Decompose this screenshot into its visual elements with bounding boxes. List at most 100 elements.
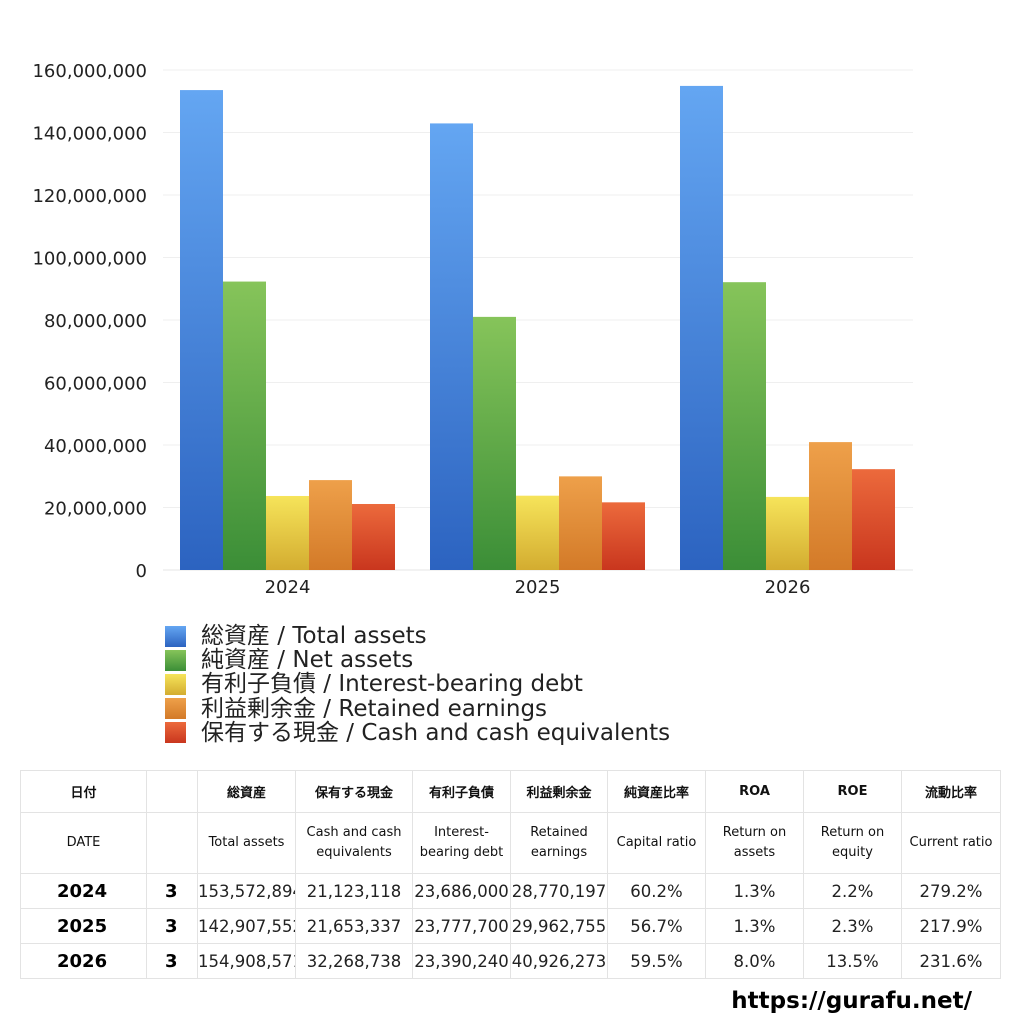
site-url: https://gurafu.net/ xyxy=(731,988,972,1014)
cell-roa: 1.3% xyxy=(705,908,804,944)
header-date-ja: 日付 xyxy=(20,770,147,813)
bar-2024-series-1 xyxy=(223,281,266,570)
header-cash-en: Cash and cash equivalents xyxy=(295,812,413,874)
cell-date: 2024 xyxy=(20,873,147,909)
legend-label: 保有する現金 / Cash and cash equivalents xyxy=(201,719,671,746)
y-tick-label: 40,000,000 xyxy=(44,436,147,457)
y-tick-label: 120,000,000 xyxy=(32,186,147,207)
header-total-assets-en: Total assets xyxy=(197,812,296,874)
bar-2026-series-0 xyxy=(680,85,723,571)
bar-2024-series-4 xyxy=(352,503,395,570)
legend-swatch xyxy=(165,625,186,647)
bar-2024-series-0 xyxy=(180,90,223,570)
legend-label: 有利子負債 / Interest-bearing debt xyxy=(201,671,583,698)
table-row: 2026 3 154,908,571 32,268,738 23,390,240… xyxy=(20,943,1001,979)
cell-month: 3 xyxy=(146,873,198,909)
bar-2026-series-3 xyxy=(809,442,852,570)
bar-2025-series-1 xyxy=(473,316,516,570)
x-axis: 2024 2025 2026 xyxy=(265,577,811,598)
cell-current-ratio: 231.6% xyxy=(901,943,1001,979)
header-roe-ja: ROE xyxy=(803,770,902,813)
header-current-ratio-en: Current ratio xyxy=(901,812,1001,874)
x-tick-label: 2025 xyxy=(515,577,561,598)
cell-current-ratio: 217.9% xyxy=(901,908,1001,944)
legend-swatch xyxy=(165,698,186,720)
grid-lines xyxy=(163,69,913,571)
cell-roa: 8.0% xyxy=(705,943,804,979)
x-tick-label: 2026 xyxy=(765,577,811,598)
cell-roa: 1.3% xyxy=(705,873,804,909)
legend-item-interest-bearing-debt: 有利子負債 / Interest-bearing debt xyxy=(165,672,670,696)
y-axis: 0 20,000,000 40,000,000 60,000,000 80,000,00… xyxy=(32,61,147,582)
financial-table: 日付 総資産 保有する現金 有利子負債 利益剰余金 純資産比率 ROA ROE … xyxy=(20,770,1001,979)
bar-2026-series-2 xyxy=(766,496,809,570)
header-total-assets-ja: 総資産 xyxy=(197,770,296,813)
table-header-row-en: DATE Total assets Cash and cash equivale… xyxy=(20,812,1001,874)
cell-cash: 21,123,118 xyxy=(295,873,413,909)
header-roa-ja: ROA xyxy=(705,770,804,813)
y-tick-label: 0 xyxy=(136,561,147,582)
bars xyxy=(180,85,895,571)
legend-label: 利益剰余金 / Retained earnings xyxy=(201,695,548,722)
header-date-en: DATE xyxy=(20,812,147,874)
legend-swatch xyxy=(165,673,186,695)
bar-2024-series-2 xyxy=(266,495,309,570)
cell-month: 3 xyxy=(146,943,198,979)
header-month-en xyxy=(146,812,198,874)
cell-debt: 23,777,700 xyxy=(412,908,511,944)
header-retained-ja: 利益剰余金 xyxy=(510,770,608,813)
legend-item-total-assets: 総資産 / Total assets xyxy=(165,624,670,648)
y-tick-label: 60,000,000 xyxy=(44,374,147,395)
legend-item-cash: 保有する現金 / Cash and cash equivalents xyxy=(165,721,670,745)
cell-total-assets: 153,572,894 xyxy=(197,873,296,909)
legend-item-retained-earnings: 利益剰余金 / Retained earnings xyxy=(165,697,670,721)
header-capital-ratio-ja: 純資産比率 xyxy=(607,770,706,813)
bar-2024-series-3 xyxy=(309,480,352,570)
bar-2025-series-2 xyxy=(516,495,559,570)
cell-roe: 2.3% xyxy=(803,908,902,944)
y-tick-label: 160,000,000 xyxy=(32,61,147,82)
cell-retained: 40,926,273 xyxy=(510,943,608,979)
cell-month: 3 xyxy=(146,908,198,944)
header-cash-ja: 保有する現金 xyxy=(295,770,413,813)
cell-retained: 29,962,755 xyxy=(510,908,608,944)
table-row: 2024 3 153,572,894 21,123,118 23,686,000… xyxy=(20,873,1001,909)
cell-capital-ratio: 56.7% xyxy=(607,908,706,944)
cell-debt: 23,686,000 xyxy=(412,873,511,909)
header-debt-en: Interest-bearing debt xyxy=(412,812,511,874)
header-capital-ratio-en: Capital ratio xyxy=(607,812,706,874)
cell-roe: 2.2% xyxy=(803,873,902,909)
cell-retained: 28,770,197 xyxy=(510,873,608,909)
y-tick-label: 80,000,000 xyxy=(44,311,147,332)
cell-cash: 21,653,337 xyxy=(295,908,413,944)
header-retained-en: Retained earnings xyxy=(510,812,608,874)
cell-current-ratio: 279.2% xyxy=(901,873,1001,909)
table-header-row-ja: 日付 総資産 保有する現金 有利子負債 利益剰余金 純資産比率 ROA ROE … xyxy=(20,770,1001,813)
y-tick-label: 100,000,000 xyxy=(32,249,147,270)
x-tick-label: 2024 xyxy=(265,577,311,598)
header-debt-ja: 有利子負債 xyxy=(412,770,511,813)
bar-2026-series-4 xyxy=(852,469,895,570)
bar-chart: 0 20,000,000 40,000,000 60,000,000 80,000,00… xyxy=(32,61,913,598)
cell-cash: 32,268,738 xyxy=(295,943,413,979)
bar-2025-series-3 xyxy=(559,476,602,570)
legend-label: 純資産 / Net assets xyxy=(201,647,414,674)
cell-debt: 23,390,240 xyxy=(412,943,511,979)
cell-total-assets: 142,907,552 xyxy=(197,908,296,944)
cell-total-assets: 154,908,571 xyxy=(197,943,296,979)
cell-capital-ratio: 60.2% xyxy=(607,873,706,909)
y-tick-label: 20,000,000 xyxy=(44,499,147,520)
cell-date: 2026 xyxy=(20,943,147,979)
bar-2025-series-0 xyxy=(430,123,473,570)
table-row: 2025 3 142,907,552 21,653,337 23,777,700… xyxy=(20,908,1001,944)
legend-swatch xyxy=(165,649,186,671)
cell-date: 2025 xyxy=(20,908,147,944)
legend-label: 総資産 / Total assets xyxy=(201,623,427,650)
header-roe-en: Return on equity xyxy=(803,812,902,874)
bar-2025-series-4 xyxy=(602,502,645,570)
bar-2026-series-1 xyxy=(723,282,766,570)
legend-item-net-assets: 純資産 / Net assets xyxy=(165,648,670,672)
header-current-ratio-ja: 流動比率 xyxy=(901,770,1001,813)
legend: 総資産 / Total assets 純資産 / Net assets 有利子負… xyxy=(165,624,670,745)
cell-capital-ratio: 59.5% xyxy=(607,943,706,979)
